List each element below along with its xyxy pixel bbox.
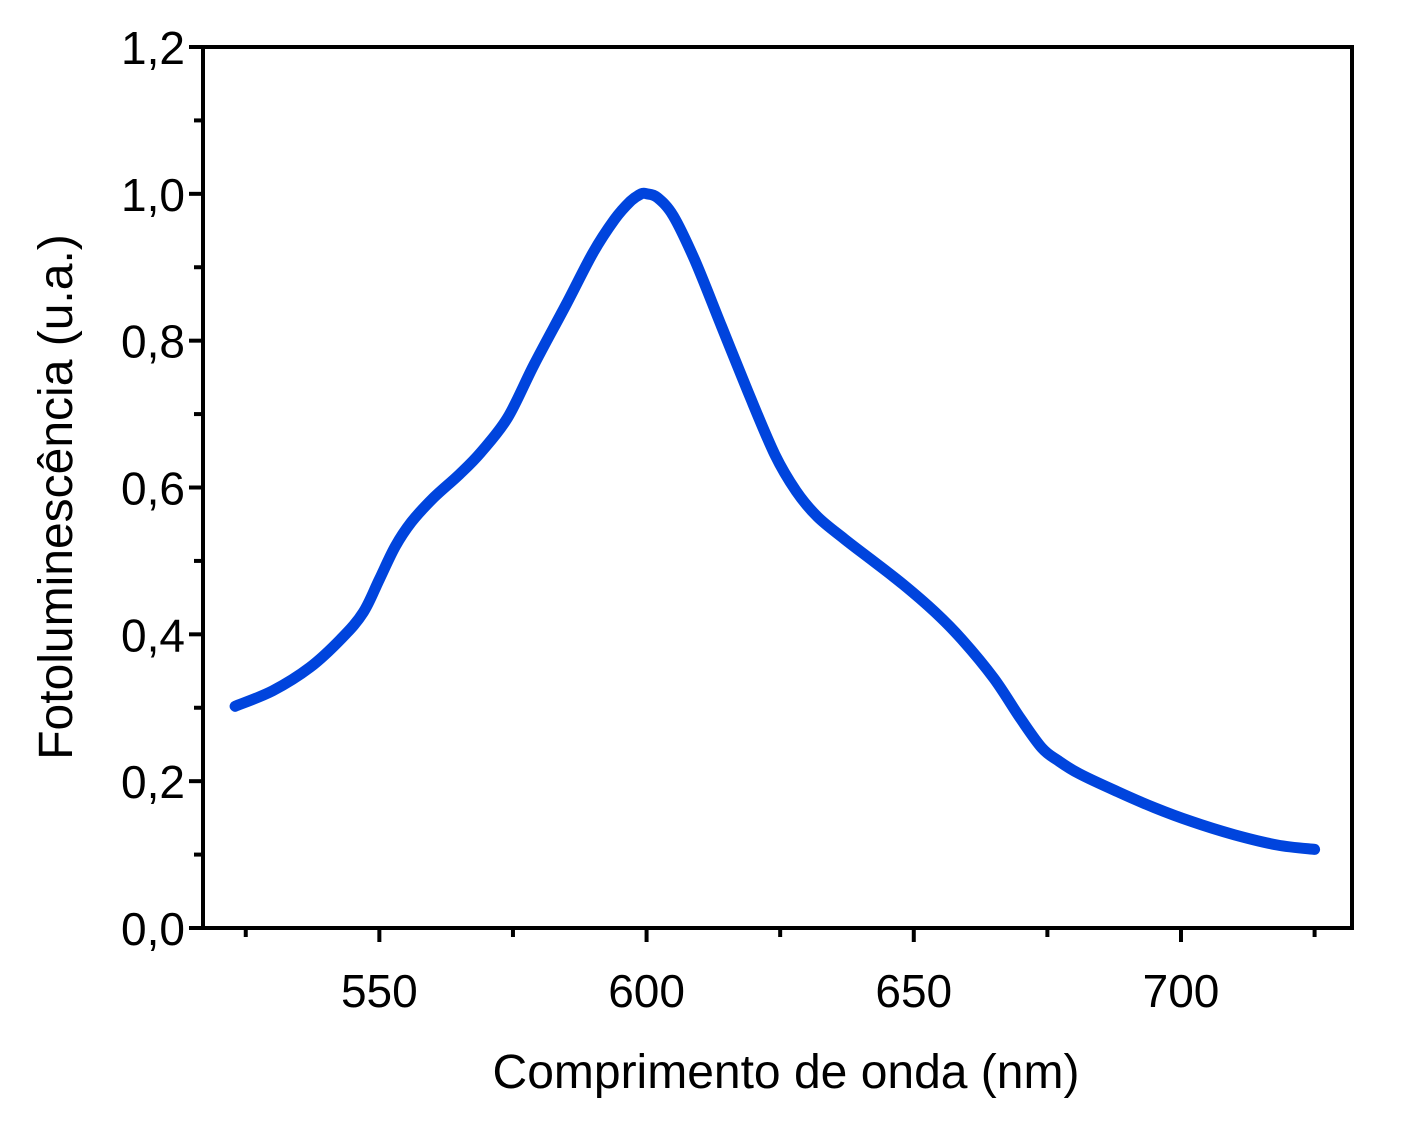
y-tick-label: 0,4 — [121, 609, 185, 661]
y-tick-label: 0,0 — [121, 903, 185, 955]
x-axis: 550 600 650 700 — [243, 928, 1317, 1017]
x-axis-title: Comprimento de onda (nm) — [493, 1046, 1080, 1099]
y-tick-label: 1,2 — [121, 22, 185, 74]
plot-border — [201, 45, 1354, 930]
plot-frame — [201, 45, 1354, 930]
y-tick-label: 0,2 — [121, 756, 185, 808]
x-tick-label: 700 — [1143, 965, 1220, 1017]
y-tick-label: 1,0 — [121, 169, 185, 221]
y-axis-title: Fotoluminescência (u.a.) — [30, 234, 83, 760]
x-tick-label: 550 — [341, 965, 418, 1017]
x-tick-label: 600 — [608, 965, 685, 1017]
y-tick-label: 0,6 — [121, 463, 185, 515]
y-tick-label: 0,8 — [121, 316, 185, 368]
x-tick-label: 650 — [875, 965, 952, 1017]
series-line — [229, 187, 1321, 855]
y-axis: 0,0 0,2 0,4 0,6 0,8 1,0 1,2 — [121, 22, 203, 955]
